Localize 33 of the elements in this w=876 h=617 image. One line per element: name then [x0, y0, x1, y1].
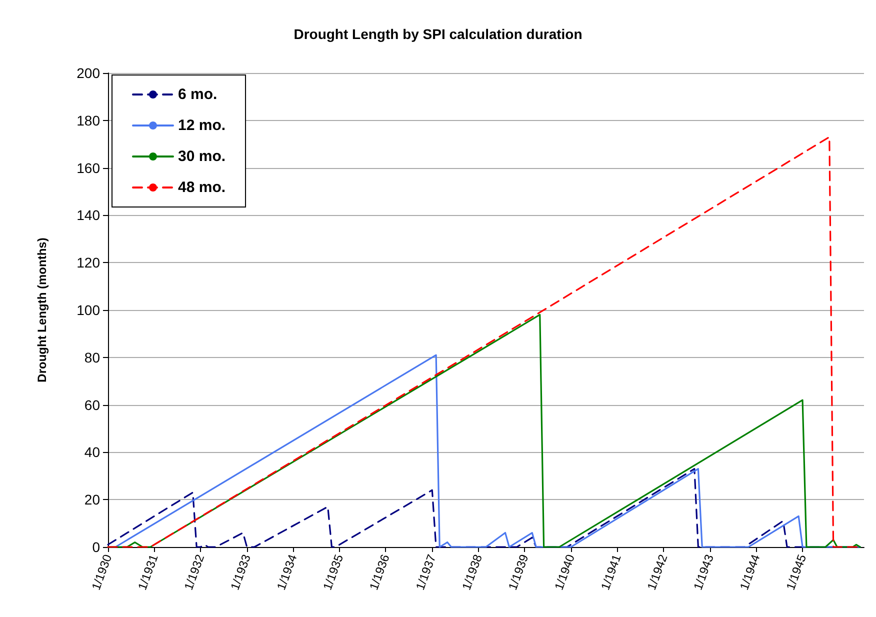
y-tick-label: 80	[84, 349, 100, 366]
x-tick-label: 1/1930	[88, 552, 115, 592]
x-tick-label: 1/1931	[135, 552, 161, 592]
y-tick-label: 40	[84, 444, 100, 460]
legend-label: 6 mo.	[178, 86, 218, 103]
y-tick-label: 0	[92, 539, 100, 555]
x-tick-label: 1/1939	[506, 552, 532, 592]
x-tick-label: 1/1933	[228, 552, 254, 592]
x-tick-label: 1/1936	[366, 552, 392, 592]
y-tick-label: 100	[76, 302, 100, 318]
x-tick-label: 1/1942	[644, 552, 670, 592]
x-tick-label: 1/1937	[413, 552, 439, 592]
y-tick-label: 120	[76, 254, 100, 271]
y-tick-label: 60	[84, 396, 100, 413]
x-tick-label: 1/1941	[598, 552, 624, 592]
y-tick-label: 140	[76, 207, 100, 224]
y-axis-title: Drought Length (months)	[35, 238, 49, 382]
x-tick-label: 1/1935	[320, 552, 346, 592]
legend-label: 48 mo.	[178, 179, 226, 196]
x-tick-label: 1/1934	[274, 552, 300, 592]
x-tick-label: 1/1940	[552, 552, 578, 592]
x-tick-label: 1/1943	[690, 552, 717, 592]
y-tick-label: 200	[76, 65, 100, 81]
x-tick-label: 1/1932	[181, 552, 208, 592]
y-tick-label: 20	[84, 492, 100, 508]
y-tick-label: 160	[76, 160, 100, 176]
chart-title: Drought Length by SPI calculation duration	[294, 26, 582, 42]
y-tick-label: 180	[76, 112, 100, 128]
x-tick-label: 1/1944	[737, 552, 763, 592]
legend-label: 30 mo.	[178, 148, 226, 165]
legend-label: 12 mo.	[178, 117, 226, 134]
x-tick-label: 1/1938	[459, 552, 486, 592]
x-tick-label: 1/1945	[783, 552, 810, 592]
